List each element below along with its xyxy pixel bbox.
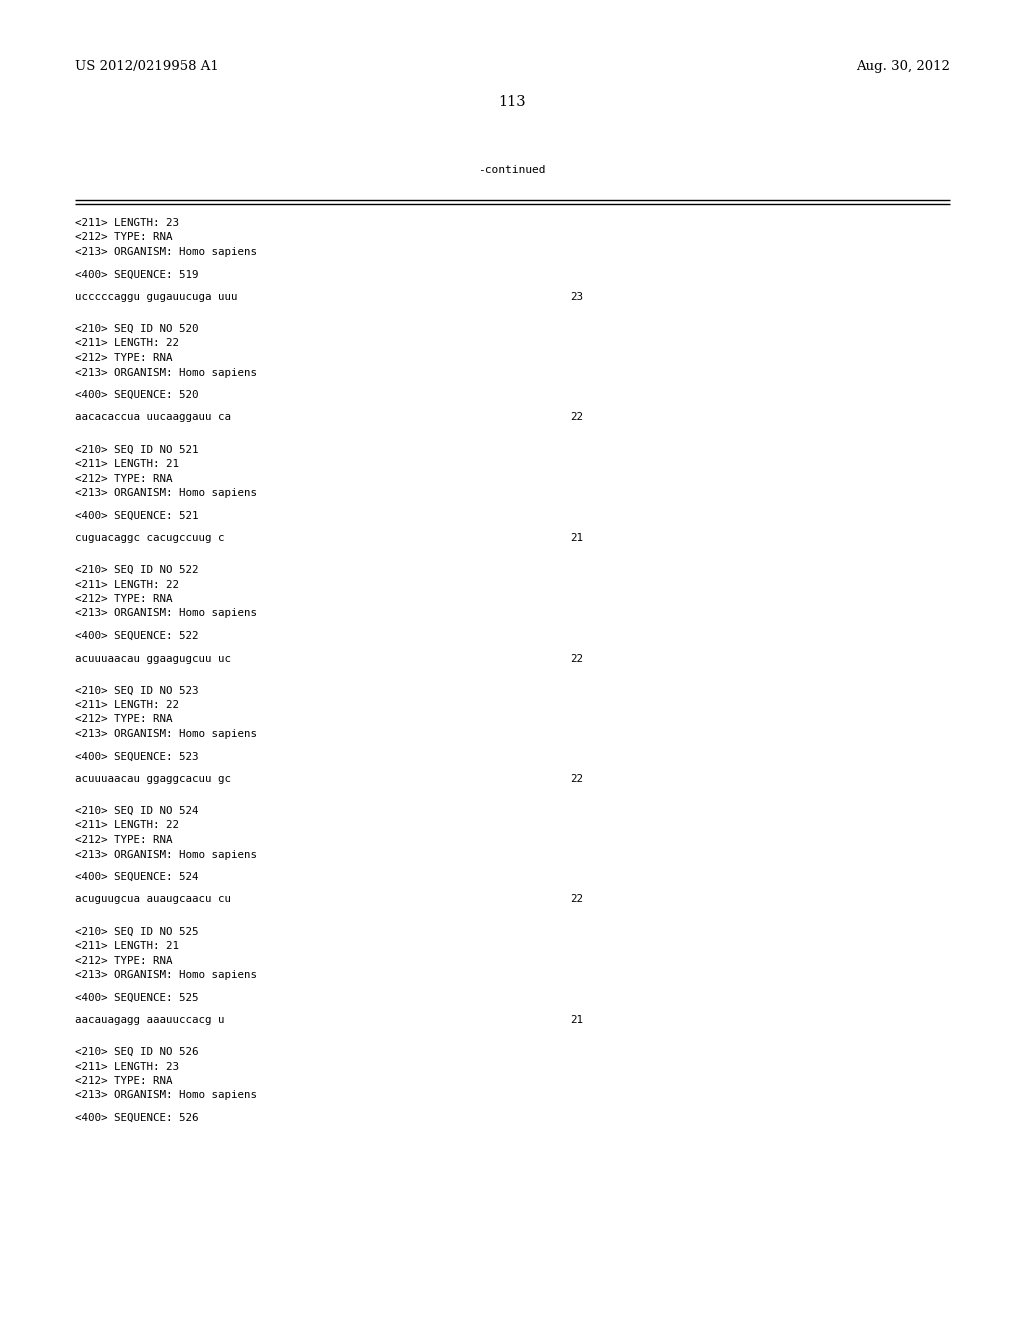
Text: ucccccaggu gugauucuga uuu: ucccccaggu gugauucuga uuu: [75, 292, 238, 302]
Text: <212> TYPE: RNA: <212> TYPE: RNA: [75, 352, 172, 363]
Text: <212> TYPE: RNA: <212> TYPE: RNA: [75, 714, 172, 725]
Text: 22: 22: [570, 895, 583, 904]
Text: <212> TYPE: RNA: <212> TYPE: RNA: [75, 836, 172, 845]
Text: aacacaccua uucaaggauu ca: aacacaccua uucaaggauu ca: [75, 412, 231, 422]
Text: 113: 113: [499, 95, 525, 110]
Text: aacauagagg aaauuccacg u: aacauagagg aaauuccacg u: [75, 1015, 224, 1026]
Text: <213> ORGANISM: Homo sapiens: <213> ORGANISM: Homo sapiens: [75, 247, 257, 257]
Text: 23: 23: [570, 292, 583, 302]
Text: <210> SEQ ID NO 522: <210> SEQ ID NO 522: [75, 565, 199, 576]
Text: <400> SEQUENCE: 526: <400> SEQUENCE: 526: [75, 1113, 199, 1123]
Text: <400> SEQUENCE: 520: <400> SEQUENCE: 520: [75, 389, 199, 400]
Text: <210> SEQ ID NO 524: <210> SEQ ID NO 524: [75, 807, 199, 816]
Text: <211> LENGTH: 22: <211> LENGTH: 22: [75, 700, 179, 710]
Text: <210> SEQ ID NO 523: <210> SEQ ID NO 523: [75, 685, 199, 696]
Text: 21: 21: [570, 533, 583, 543]
Text: <210> SEQ ID NO 521: <210> SEQ ID NO 521: [75, 445, 199, 454]
Text: acuguugcua auaugcaacu cu: acuguugcua auaugcaacu cu: [75, 895, 231, 904]
Text: <211> LENGTH: 21: <211> LENGTH: 21: [75, 941, 179, 950]
Text: <211> LENGTH: 21: <211> LENGTH: 21: [75, 459, 179, 469]
Text: <213> ORGANISM: Homo sapiens: <213> ORGANISM: Homo sapiens: [75, 970, 257, 979]
Text: <212> TYPE: RNA: <212> TYPE: RNA: [75, 474, 172, 483]
Text: acuuuaacau ggaagugcuu uc: acuuuaacau ggaagugcuu uc: [75, 653, 231, 664]
Text: <211> LENGTH: 22: <211> LENGTH: 22: [75, 579, 179, 590]
Text: <211> LENGTH: 22: <211> LENGTH: 22: [75, 821, 179, 830]
Text: <213> ORGANISM: Homo sapiens: <213> ORGANISM: Homo sapiens: [75, 1090, 257, 1101]
Text: <213> ORGANISM: Homo sapiens: <213> ORGANISM: Homo sapiens: [75, 488, 257, 498]
Text: <212> TYPE: RNA: <212> TYPE: RNA: [75, 956, 172, 965]
Text: <210> SEQ ID NO 525: <210> SEQ ID NO 525: [75, 927, 199, 936]
Text: <400> SEQUENCE: 522: <400> SEQUENCE: 522: [75, 631, 199, 642]
Text: <212> TYPE: RNA: <212> TYPE: RNA: [75, 1076, 172, 1086]
Text: <213> ORGANISM: Homo sapiens: <213> ORGANISM: Homo sapiens: [75, 850, 257, 859]
Text: -continued: -continued: [478, 165, 546, 176]
Text: <400> SEQUENCE: 524: <400> SEQUENCE: 524: [75, 873, 199, 882]
Text: <211> LENGTH: 23: <211> LENGTH: 23: [75, 1061, 179, 1072]
Text: <210> SEQ ID NO 520: <210> SEQ ID NO 520: [75, 323, 199, 334]
Text: <400> SEQUENCE: 519: <400> SEQUENCE: 519: [75, 269, 199, 280]
Text: <213> ORGANISM: Homo sapiens: <213> ORGANISM: Homo sapiens: [75, 367, 257, 378]
Text: <210> SEQ ID NO 526: <210> SEQ ID NO 526: [75, 1047, 199, 1057]
Text: 22: 22: [570, 412, 583, 422]
Text: <211> LENGTH: 22: <211> LENGTH: 22: [75, 338, 179, 348]
Text: <213> ORGANISM: Homo sapiens: <213> ORGANISM: Homo sapiens: [75, 729, 257, 739]
Text: <212> TYPE: RNA: <212> TYPE: RNA: [75, 232, 172, 243]
Text: <213> ORGANISM: Homo sapiens: <213> ORGANISM: Homo sapiens: [75, 609, 257, 619]
Text: 22: 22: [570, 774, 583, 784]
Text: acuuuaacau ggaggcacuu gc: acuuuaacau ggaggcacuu gc: [75, 774, 231, 784]
Text: 21: 21: [570, 1015, 583, 1026]
Text: Aug. 30, 2012: Aug. 30, 2012: [856, 59, 950, 73]
Text: <211> LENGTH: 23: <211> LENGTH: 23: [75, 218, 179, 228]
Text: <212> TYPE: RNA: <212> TYPE: RNA: [75, 594, 172, 605]
Text: <400> SEQUENCE: 523: <400> SEQUENCE: 523: [75, 751, 199, 762]
Text: <400> SEQUENCE: 525: <400> SEQUENCE: 525: [75, 993, 199, 1002]
Text: cuguacaggc cacugccuug c: cuguacaggc cacugccuug c: [75, 533, 224, 543]
Text: 22: 22: [570, 653, 583, 664]
Text: <400> SEQUENCE: 521: <400> SEQUENCE: 521: [75, 511, 199, 520]
Text: US 2012/0219958 A1: US 2012/0219958 A1: [75, 59, 219, 73]
